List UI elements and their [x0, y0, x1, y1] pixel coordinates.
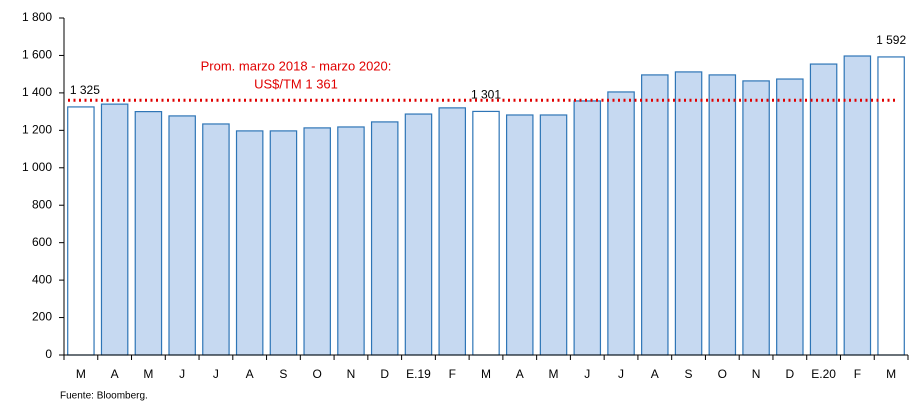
bar	[877, 56, 905, 356]
bar	[505, 114, 534, 356]
bar	[607, 91, 635, 356]
x-tick-label: S	[279, 367, 287, 381]
bar	[809, 63, 838, 356]
source-note: Fuente: Bloomberg.	[60, 391, 148, 402]
bar	[168, 115, 196, 356]
bar	[573, 100, 602, 356]
x-tick-label: D	[786, 367, 795, 381]
x-tick-label: F	[854, 367, 861, 381]
y-tick-label: 200	[32, 310, 52, 324]
value-label: 1 325	[70, 83, 100, 97]
bar	[100, 103, 129, 356]
bar	[708, 74, 737, 356]
x-tick-label: D	[380, 367, 389, 381]
x-tick-label: S	[685, 367, 693, 381]
bar	[641, 74, 669, 356]
bar	[404, 113, 433, 356]
x-tick-label: J	[584, 367, 590, 381]
y-tick-label: 400	[32, 272, 52, 286]
y-tick-label: 0	[45, 347, 52, 361]
y-tick-label: 600	[32, 235, 52, 249]
y-tick-label: 1 800	[22, 10, 52, 24]
bar	[539, 114, 568, 356]
bar	[438, 107, 467, 356]
y-tick-label: 1 400	[22, 85, 52, 99]
x-tick-label: E.19	[406, 367, 431, 381]
x-tick-label: A	[111, 367, 119, 381]
bar	[235, 130, 264, 356]
x-tick-label: J	[618, 367, 624, 381]
x-tick-label: M	[76, 367, 86, 381]
x-tick-label: O	[313, 367, 322, 381]
bar	[370, 121, 399, 356]
x-tick-label: N	[347, 367, 356, 381]
x-tick-label: J	[179, 367, 185, 381]
bar	[472, 110, 500, 356]
reference-annotation: US$/TM 1 361	[254, 76, 338, 91]
x-tick-label: A	[516, 367, 524, 381]
bar	[303, 127, 331, 356]
x-tick-label: A	[651, 367, 659, 381]
x-tick-label: E.20	[811, 367, 836, 381]
bar	[674, 71, 703, 356]
x-tick-label: M	[886, 367, 896, 381]
bar	[202, 123, 230, 356]
x-tick-label: M	[143, 367, 153, 381]
x-tick-label: F	[449, 367, 456, 381]
bar	[742, 80, 770, 356]
y-tick-label: 1 000	[22, 160, 52, 174]
x-tick-label: J	[213, 367, 219, 381]
x-tick-label: M	[549, 367, 559, 381]
reference-annotation: Prom. marzo 2018 - marzo 2020:	[201, 58, 392, 73]
value-label: 1 301	[471, 88, 501, 102]
bar	[269, 130, 298, 356]
value-label: 1 592	[876, 33, 906, 47]
x-tick-label: N	[752, 367, 761, 381]
x-tick-label: O	[718, 367, 727, 381]
bar	[776, 78, 804, 356]
y-tick-label: 1 600	[22, 48, 52, 62]
bar	[337, 126, 365, 356]
x-tick-label: A	[246, 367, 254, 381]
x-tick-label: M	[481, 367, 491, 381]
y-tick-label: 800	[32, 197, 52, 211]
y-tick-label: 1 200	[22, 123, 52, 137]
bar	[134, 111, 163, 356]
bar	[67, 106, 95, 356]
